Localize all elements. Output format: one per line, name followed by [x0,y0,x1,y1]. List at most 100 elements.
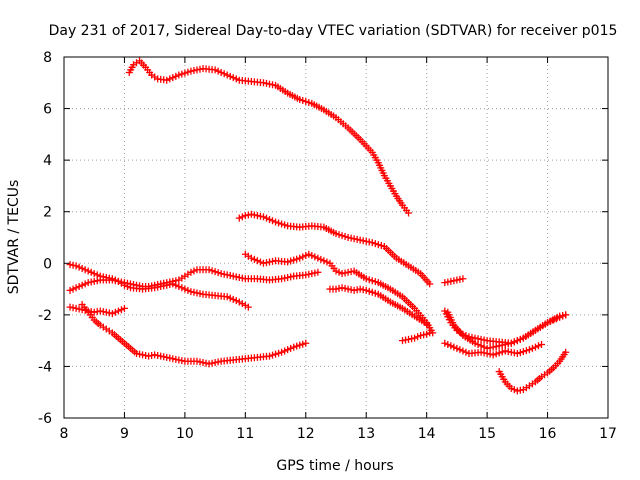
data-point-marker [284,346,292,354]
data-point-marker [305,98,313,106]
tick-layer: 8 9 10 11 12 13 14 15 16 17 -6 -4 -2 0 2 4 6 8 [38,50,617,442]
data-point-marker [250,255,258,263]
data-point-marker [214,269,222,277]
x-tick-label: 12 [297,426,315,442]
data-point-marker [296,96,304,104]
data-point-marker [371,278,379,286]
data-point-marker [471,339,479,347]
data-point-marker [175,71,183,79]
data-point-marker [123,282,131,290]
data-point-marker [444,341,452,349]
data-point-marker [275,349,283,357]
data-point-marker [365,276,373,284]
data-point-marker [516,335,524,343]
data-point-marker [169,280,177,288]
x-tick-label: 9 [120,426,129,442]
data-point-marker [181,69,189,77]
data-point-marker [78,264,86,272]
data-point-marker [229,74,237,82]
data-point-marker [562,311,570,319]
data-point-marker [223,293,231,301]
data-point-marker [474,341,482,349]
data-point-marker [299,97,307,105]
data-point-marker [108,275,116,283]
data-point-marker [453,344,461,352]
data-point-marker [522,347,530,355]
series-arc-11 [441,307,570,347]
x-tick-label: 8 [60,426,69,442]
data-point-marker [166,75,174,83]
data-point-marker [341,233,349,241]
data-point-marker [178,70,186,78]
data-point-marker [81,266,89,274]
data-point-marker [531,343,539,351]
data-point-marker [172,72,180,80]
series-arc-7 [78,301,310,368]
data-point-marker [278,220,286,228]
series-arc-14 [495,348,570,395]
data-point-marker [314,268,322,276]
data-point-marker [275,219,283,227]
data-point-marker [205,266,213,274]
data-point-marker [75,263,83,271]
data-point-marker [281,221,289,229]
data-point-marker [513,337,521,345]
data-point-marker [335,268,343,276]
data-point-marker [426,329,434,337]
data-point-marker [371,289,379,297]
x-tick-label: 17 [599,426,617,442]
y-axis-label: SDTVAR / TECUs [6,180,22,295]
data-point-marker [281,347,289,355]
data-point-marker [169,74,177,82]
x-tick-label: 13 [357,426,375,442]
series-arc-2 [235,210,434,288]
data-point-marker [534,342,542,350]
data-point-marker [459,347,467,355]
data-point-marker [489,351,497,359]
data-point-marker [93,271,101,279]
data-point-marker [111,276,119,284]
y-tick-label: -6 [38,411,52,427]
data-point-marker [302,252,310,260]
data-point-marker [190,267,198,275]
data-point-marker [290,256,298,264]
data-point-marker [72,284,80,292]
x-tick-label: 10 [176,426,194,442]
data-point-marker [217,68,225,76]
data-point-marker [181,285,189,293]
series-arc-9 [398,329,434,345]
data-point-marker [238,213,246,221]
data-point-marker [211,66,219,74]
series-arc-5 [66,261,252,311]
data-point-marker [411,334,419,342]
data-point-marker [287,257,295,265]
data-point-marker [332,230,340,238]
data-point-marker [266,215,274,223]
y-tick-label: -4 [38,359,52,375]
data-point-marker [247,254,255,262]
data-point-marker [311,253,319,261]
data-point-marker [66,286,74,294]
data-point-marker [377,242,385,250]
data-point-marker [538,341,546,349]
series-arc-8 [326,284,431,328]
data-point-marker [414,333,422,341]
data-point-marker [232,297,240,305]
y-tick-label: 0 [43,256,52,272]
data-point-marker [498,348,506,356]
data-point-marker [244,303,252,311]
data-point-marker [81,280,89,288]
data-point-marker [374,241,382,249]
data-point-marker [423,320,431,328]
data-point-marker [368,288,376,296]
data-point-marker [293,255,301,263]
y-tick-label: -2 [38,308,52,324]
data-point-marker [510,386,518,394]
data-point-marker [114,307,122,315]
x-tick-label: 16 [539,426,557,442]
data-point-marker [117,306,125,314]
data-point-marker [459,275,467,283]
data-point-marker [296,254,304,262]
data-point-marker [492,350,500,358]
